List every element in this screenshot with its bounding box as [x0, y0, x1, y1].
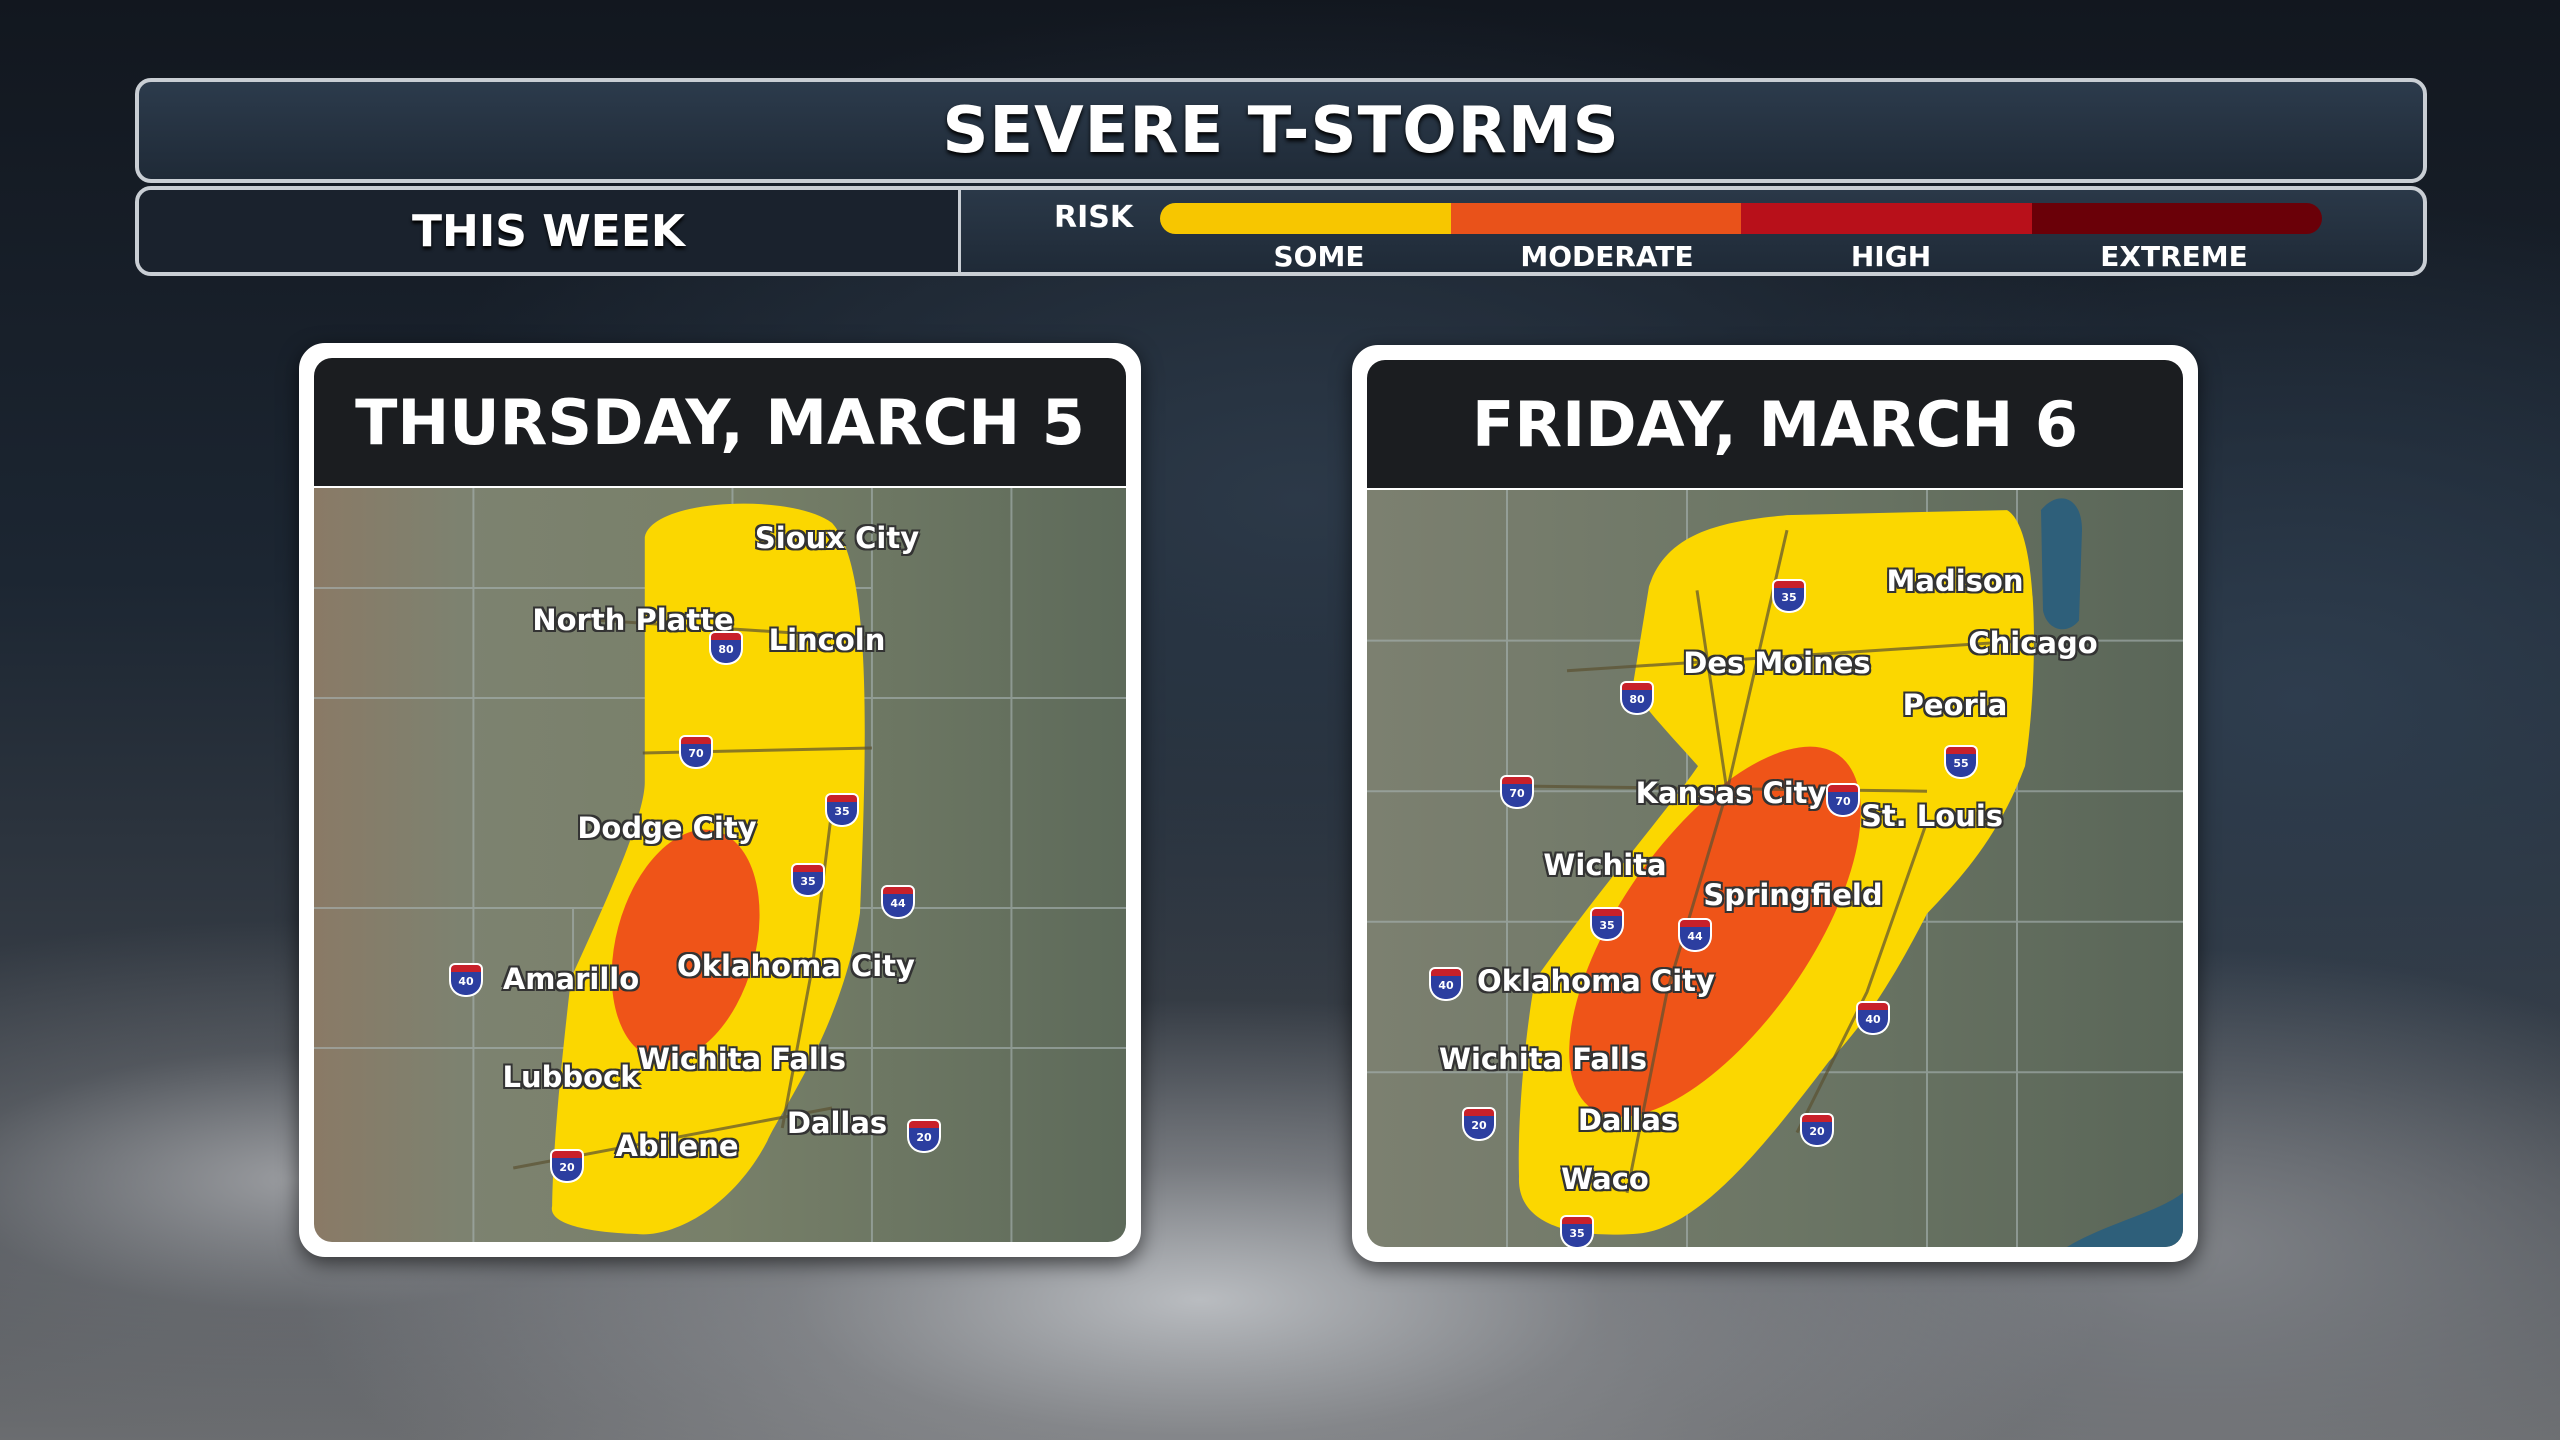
city-label: Oklahoma City	[677, 949, 915, 983]
city-label: Dallas	[1577, 1103, 1679, 1137]
interstate-shield-icon: 80	[1622, 683, 1652, 713]
city-label: Dallas	[786, 1106, 888, 1140]
risk-moderate-swatch	[1450, 203, 1741, 234]
risk-some-swatch	[1160, 203, 1451, 234]
map-graphic	[314, 488, 1126, 1242]
risk-scale	[1160, 203, 2322, 234]
risk-area-moderate	[1569, 746, 1861, 1117]
city-label: Madison	[1886, 564, 2024, 598]
interstate-shield-icon: 44	[883, 887, 913, 917]
interstate-shield-icon: 70	[1502, 777, 1532, 807]
interstate-shield-icon: 80	[711, 633, 741, 663]
city-label: Waco	[1561, 1162, 1649, 1196]
city-label: Des Moines	[1683, 646, 1871, 680]
city-label: Lubbock	[502, 1060, 640, 1094]
risk-level-high: HIGH	[1850, 240, 1932, 273]
risk-level-extreme: EXTREME	[2100, 240, 2248, 273]
city-label: North Platte	[532, 603, 734, 637]
legend-bar: THIS WEEK RISK SOME MODERATE HIGH EXTREM…	[135, 186, 2427, 276]
interstate-shield-icon: 40	[451, 965, 481, 995]
city-label: Peoria	[1902, 688, 2008, 722]
thursday-map: Sioux City North Platte Lincoln Dodge Ci…	[314, 488, 1126, 1242]
interstate-shield-icon: 35	[1562, 1217, 1592, 1247]
lake-michigan	[2041, 498, 2082, 630]
interstate-shield-icon: 70	[1828, 785, 1858, 815]
interstate-shield-icon: 70	[681, 737, 711, 767]
risk-extreme-swatch	[2031, 203, 2322, 234]
period-label: THIS WEEK	[139, 190, 961, 272]
interstate-shield-icon: 40	[1858, 1003, 1888, 1033]
city-label: Kansas City	[1635, 776, 1827, 810]
risk-label: RISK	[1054, 200, 1134, 235]
interstate-shield-icon: 20	[552, 1151, 582, 1181]
city-label: Wichita Falls	[1438, 1042, 1648, 1076]
city-label: Wichita	[1543, 848, 1667, 882]
city-label: Dodge City	[577, 811, 757, 845]
thursday-panel: THURSDAY, MARCH 5 Sioux City North Platt…	[299, 343, 1141, 1257]
title-bar: SEVERE T-STORMS	[135, 78, 2427, 183]
city-label: Lincoln	[768, 623, 886, 657]
risk-level-some: SOME	[1273, 240, 1365, 273]
page-title: SEVERE T-STORMS	[942, 93, 1620, 168]
interstate-shield-icon: 40	[1431, 969, 1461, 999]
panel-title: FRIDAY, MARCH 6	[1367, 360, 2183, 488]
risk-high-swatch	[1741, 203, 2032, 234]
interstate-shield-icon: 35	[1774, 581, 1804, 611]
interstate-shield-icon: 20	[1802, 1115, 1832, 1145]
interstate-shield-icon: 20	[909, 1121, 939, 1151]
interstate-shield-icon: 35	[1592, 909, 1622, 939]
risk-level-moderate: MODERATE	[1520, 240, 1694, 273]
city-label: Springfield	[1703, 878, 1883, 912]
interstate-shield-icon: 55	[1946, 747, 1976, 777]
city-label: Chicago	[1968, 626, 2098, 660]
interstate-shield-icon: 35	[793, 865, 823, 895]
city-label: Sioux City	[754, 521, 920, 555]
city-label: Amarillo	[502, 962, 640, 996]
risk-area-moderate	[611, 829, 760, 1061]
interstate-shield-icon: 20	[1464, 1109, 1494, 1139]
panel-title: THURSDAY, MARCH 5	[314, 358, 1126, 486]
gulf-water	[2067, 1192, 2183, 1247]
city-label: Abilene	[615, 1129, 739, 1163]
interstate-shield-icon: 44	[1680, 920, 1710, 950]
city-label: Oklahoma City	[1477, 964, 1715, 998]
city-label: Wichita Falls	[637, 1042, 847, 1076]
friday-map: Madison Chicago Des Moines Peoria Kansas…	[1367, 490, 2183, 1247]
city-label: St. Louis	[1860, 799, 2004, 833]
interstate-shield-icon: 35	[827, 795, 857, 825]
friday-panel: FRIDAY, MARCH 6 Madison Chicago Des Moin…	[1352, 345, 2198, 1262]
